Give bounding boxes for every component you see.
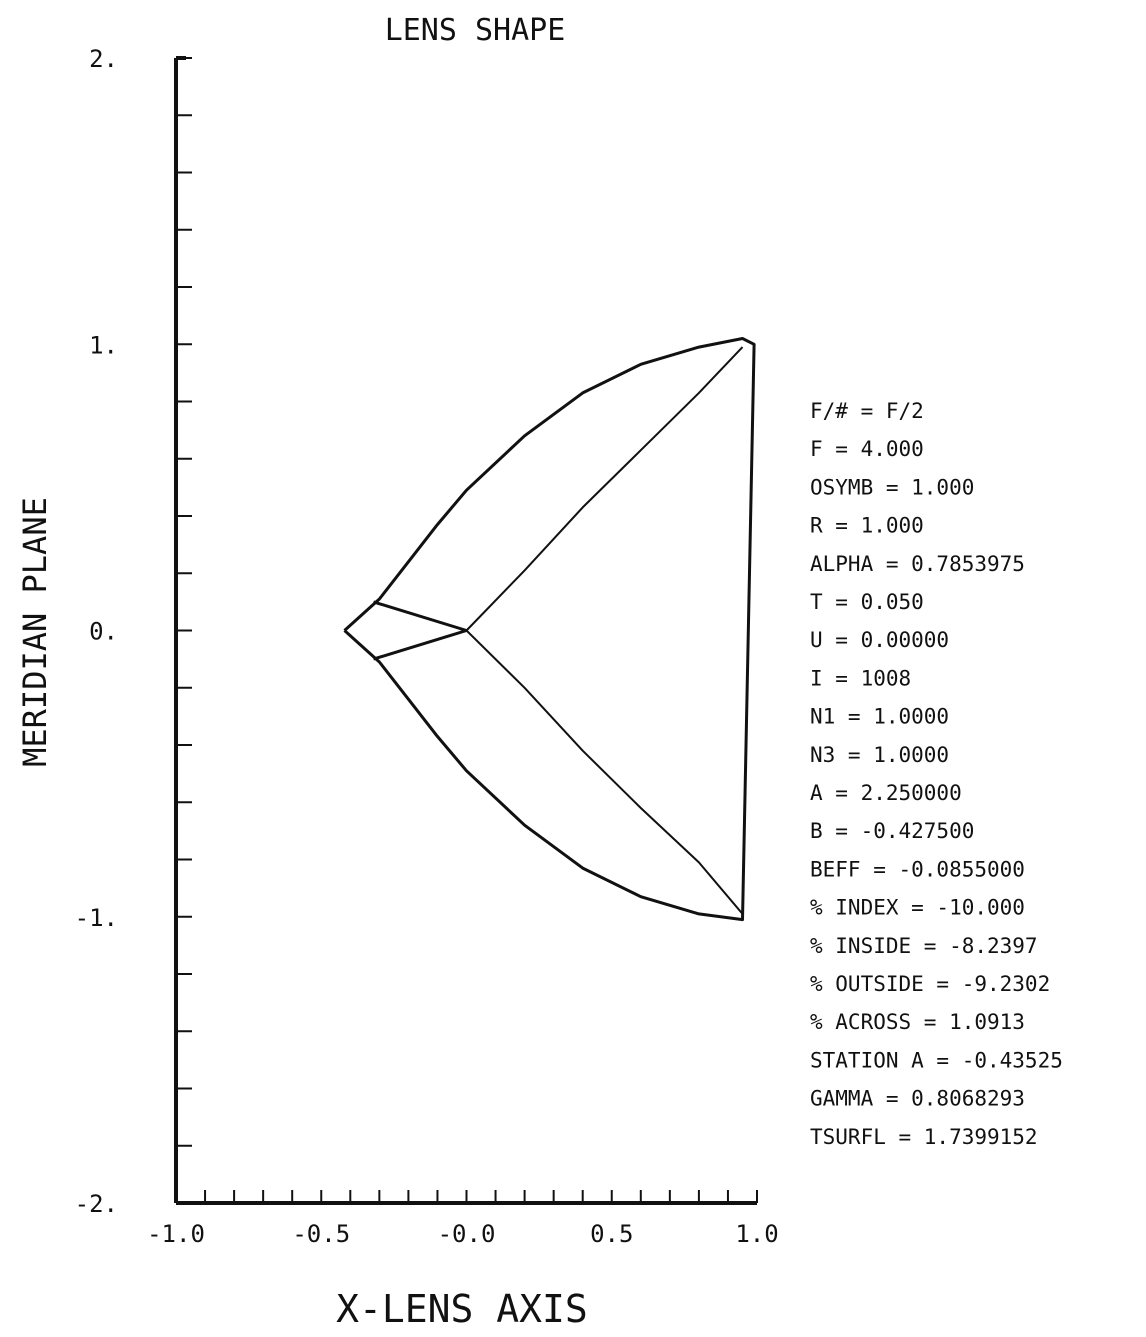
x-tick-label: -0.0 <box>438 1220 496 1248</box>
parameter-line: I = 1008 <box>810 666 911 690</box>
y-tick-label: -2. <box>75 1190 118 1218</box>
parameter-line: ALPHA = 0.7853975 <box>810 552 1025 576</box>
chart-title: LENS SHAPE <box>385 13 566 48</box>
parameter-line: B = -0.427500 <box>810 819 974 843</box>
parameter-line: N3 = 1.0000 <box>810 743 949 767</box>
x-tick-label: -0.5 <box>292 1220 350 1248</box>
parameter-line: % ACROSS = 1.0913 <box>810 1010 1025 1034</box>
y-tick-label: 1. <box>89 331 118 359</box>
parameter-line: U = 0.00000 <box>810 628 949 652</box>
parameter-line: % OUTSIDE = -9.2302 <box>810 972 1050 996</box>
parameter-line: GAMMA = 0.8068293 <box>810 1087 1025 1111</box>
lower-inner-line-line <box>465 629 744 915</box>
upper-chord-line <box>373 600 467 632</box>
lens-series <box>343 337 756 922</box>
y-tick-label: 2. <box>89 45 118 73</box>
parameter-list: F/# = F/2 F = 4.000 OSYMB = 1.000 R = 1.000… <box>810 399 1063 1149</box>
y-axis-title: MERIDIAN PLANE <box>16 497 54 767</box>
y-tick-label: -1. <box>75 904 118 932</box>
parameter-line: R = 1.000 <box>810 514 924 538</box>
parameter-line: % INSIDE = -8.2397 <box>810 934 1038 958</box>
parameter-line: F/# = F/2 <box>810 399 924 423</box>
y-tick-label: 0. <box>89 618 118 646</box>
parameter-line: T = 0.050 <box>810 590 924 614</box>
parameter-line: OSYMB = 1.000 <box>810 475 974 499</box>
x-axis-ticks: -1.0 -0.5 -0.0 0.5 1.0 <box>147 1190 779 1248</box>
lower-chord-line <box>373 629 467 661</box>
y-axis-ticks: 2. 1. 0. -1. -2. <box>75 45 192 1218</box>
parameter-line: STATION A = -0.43525 <box>810 1048 1063 1072</box>
upper-inner-line-line <box>465 346 744 632</box>
x-axis-title: X-LENS AXIS <box>336 1287 588 1331</box>
parameter-line: % INDEX = -10.000 <box>810 896 1025 920</box>
outer-surface-line <box>343 337 756 922</box>
parameter-line: TSURFL = 1.7399152 <box>810 1125 1038 1149</box>
x-tick-label: -1.0 <box>147 1220 205 1248</box>
x-tick-label: 1.0 <box>735 1220 778 1248</box>
x-tick-label: 0.5 <box>590 1220 633 1248</box>
parameter-line: N1 = 1.0000 <box>810 705 949 729</box>
parameter-line: F = 4.000 <box>810 437 924 461</box>
parameter-line: A = 2.250000 <box>810 781 962 805</box>
parameter-line: BEFF = -0.0855000 <box>810 857 1025 881</box>
